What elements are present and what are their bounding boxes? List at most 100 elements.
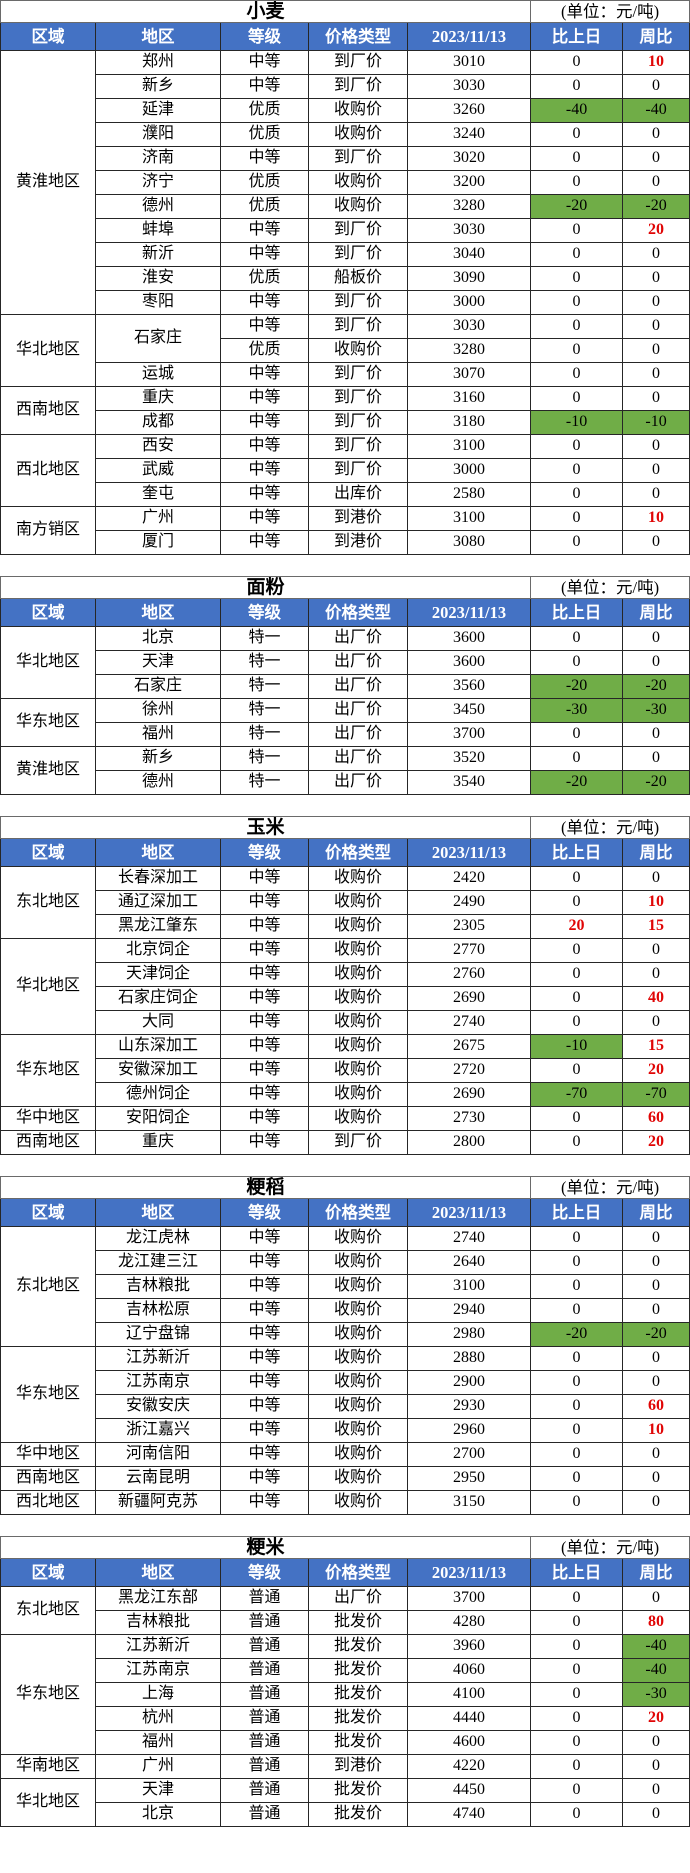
price-cell: 3030 [406,314,532,339]
price-cell: 2730 [406,1106,532,1131]
change-vs-week-cell: 0 [622,962,690,987]
change-vs-prev-day-cell: 0 [530,74,624,99]
region-cell: 华东地区 [0,1346,96,1443]
grade-cell: 中等 [220,938,309,963]
table-row: 华东地区 山东深加工 中等 收购价 2675 -10 15 [0,1034,690,1107]
table-row: 华北地区 北京饲企 中等 收购价 2770 0 0 [0,938,690,1035]
price-cell: 3280 [406,194,532,219]
change-vs-prev-day-cell: -10 [530,1034,624,1059]
area-cell: 大同 [95,1010,221,1035]
region-cell: 黄淮地区 [0,746,96,795]
table-row: 福州 特一 出厂价 3700 0 0 [1,722,690,747]
grade-cell: 中等 [220,986,309,1011]
change-vs-week-cell: 0 [622,458,690,483]
table-row: 濮阳 优质 收购价 3240 0 0 [1,122,690,147]
region-cell: 西南地区 [0,1466,96,1491]
price-type-cell: 到厂价 [308,242,408,267]
change-vs-prev-day-cell: 0 [530,218,624,243]
area-cell: 濮阳 [95,122,221,147]
region-cell: 东北地区 [0,866,96,939]
change-vs-week-cell: 0 [622,386,690,411]
price-cell: 3010 [406,50,532,75]
price-cell: 3960 [406,1634,532,1659]
change-vs-week-cell: 20 [622,218,690,243]
change-vs-week-cell: -40 [622,98,690,123]
change-vs-week-cell: 0 [622,1466,690,1491]
change-vs-week-cell: 40 [622,986,690,1011]
price-cell: 3000 [406,290,532,315]
price-cell: 3540 [406,770,532,795]
price-cell: 2880 [406,1346,532,1371]
column-header-vs-prev-day: 比上日 [530,598,624,627]
price-type-cell: 收购价 [308,1322,408,1347]
price-type-cell: 出厂价 [308,770,408,795]
column-header-vs-week: 周比 [622,1558,690,1587]
area-cell: 重庆 [95,386,221,411]
area-cell: 福州 [95,1730,221,1755]
change-vs-prev-day-cell: 0 [530,458,624,483]
change-vs-prev-day-cell: 0 [530,1802,624,1827]
table-row: 华中地区 河南信阳 中等 收购价 2700 0 0 [0,1442,690,1467]
grade-cell: 中等 [220,1130,309,1155]
table-row: 天津 特一 出厂价 3600 0 0 [1,650,690,675]
change-vs-week-cell: 20 [622,1130,690,1155]
column-header-row: 区域 地区 等级 价格类型 2023/11/13 比上日 周比 [0,838,690,867]
change-vs-week-cell: 0 [622,1754,690,1779]
table-row: 东北地区 黑龙江东部 普通 出厂价 3700 0 0 [0,1586,690,1635]
change-vs-week-cell: 15 [622,914,690,939]
price-cell: 2800 [406,1130,532,1155]
grade-cell: 普通 [220,1658,309,1683]
grade-cell: 中等 [220,434,309,459]
unit-label: (单位：元/吨) [530,0,690,23]
change-vs-week-cell: 20 [622,1706,690,1731]
price-type-cell: 收购价 [308,1346,408,1371]
unit-label: (单位：元/吨) [530,816,690,839]
region-cell: 华北地区 [0,626,96,699]
region-cell: 西南地区 [0,386,96,435]
area-cell: 黑龙江东部 [95,1586,221,1611]
price-cell: 2720 [406,1058,532,1083]
change-vs-week-cell: 0 [622,314,690,339]
table-row: 吉林粮批 中等 收购价 3100 0 0 [1,1274,690,1299]
area-cell: 德州 [95,194,221,219]
area-cell: 江苏新沂 [95,1346,221,1371]
change-vs-week-cell: 10 [622,50,690,75]
change-vs-prev-day-cell: 0 [530,122,624,147]
area-cell: 石家庄 [95,314,221,363]
section-title: 面粉 [0,576,532,599]
change-vs-prev-day-cell: 0 [530,986,624,1011]
price-type-cell: 批发价 [308,1658,408,1683]
change-vs-prev-day-cell: 0 [530,746,624,771]
price-cell: 3100 [406,506,532,531]
price-cell: 2960 [406,1418,532,1443]
region-cell: 华南地区 [0,1754,96,1779]
change-vs-prev-day-cell: -20 [530,674,624,699]
change-vs-prev-day-cell: 0 [530,50,624,75]
section-title-row: 面粉 (单位：元/吨) [0,576,690,599]
change-vs-week-cell: -40 [622,1658,690,1683]
change-vs-prev-day-cell: -40 [530,98,624,123]
price-type-cell: 批发价 [308,1610,408,1635]
change-vs-week-cell: 0 [622,170,690,195]
price-type-cell: 到厂价 [308,218,408,243]
column-header-region: 区域 [0,1558,96,1587]
change-vs-week-cell: 0 [622,122,690,147]
price-cell: 3160 [406,386,532,411]
table-row: 黄淮地区 郑州 中等 到厂价 3010 0 10 [0,50,690,315]
price-cell: 4440 [406,1706,532,1731]
column-header-vs-week: 周比 [622,22,690,51]
price-type-cell: 出厂价 [308,1586,408,1611]
area-cell: 延津 [95,98,221,123]
price-type-cell: 出厂价 [308,746,408,771]
price-type-cell: 收购价 [308,938,408,963]
region-cell: 华东地区 [0,1034,96,1107]
change-vs-week-cell: 0 [622,650,690,675]
area-cell: 龙江虎林 [95,1226,221,1251]
column-header-area: 地区 [95,838,221,867]
change-vs-prev-day-cell: 0 [530,1394,624,1419]
price-table-section-1: 面粉 (单位：元/吨) 区域 地区 等级 价格类型 2023/11/13 比上日 周比 华北地区北… [0,576,690,795]
change-vs-week-cell: 0 [622,362,690,387]
region-cell: 西北地区 [0,1490,96,1515]
change-vs-week-cell: -40 [622,1634,690,1659]
area-cell: 郑州 [95,50,221,75]
